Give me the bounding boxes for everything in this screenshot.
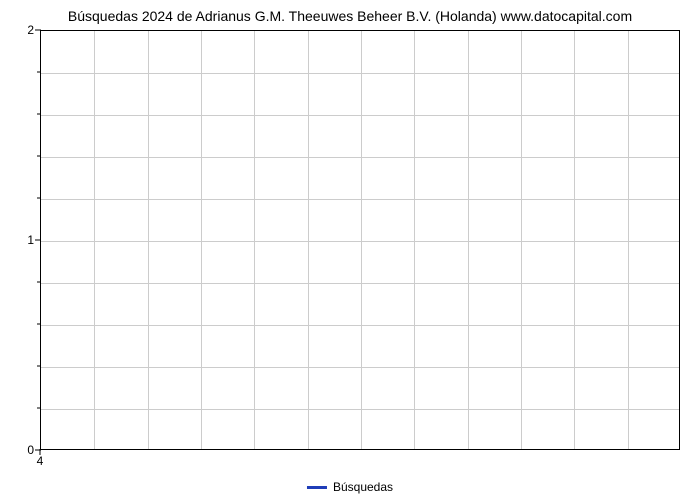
y-minor-tick-mark bbox=[37, 366, 41, 367]
gridline-vertical bbox=[361, 31, 362, 449]
gridline-horizontal bbox=[41, 157, 679, 158]
gridline-horizontal bbox=[41, 73, 679, 74]
y-minor-tick-mark bbox=[37, 408, 41, 409]
legend: Búsquedas bbox=[307, 480, 393, 494]
gridline-horizontal bbox=[41, 325, 679, 326]
gridline-vertical bbox=[94, 31, 95, 449]
plot-area bbox=[40, 30, 680, 450]
legend-swatch bbox=[307, 486, 327, 489]
y-minor-tick-mark bbox=[37, 72, 41, 73]
y-tick-label: 0 bbox=[27, 443, 34, 457]
gridline-vertical bbox=[254, 31, 255, 449]
x-tick-label: 4 bbox=[37, 454, 44, 468]
gridline-horizontal bbox=[41, 367, 679, 368]
chart-container: Búsquedas 2024 de Adrianus G.M. Theeuwes… bbox=[0, 0, 700, 500]
gridline-vertical bbox=[201, 31, 202, 449]
gridline-horizontal bbox=[41, 199, 679, 200]
gridline-horizontal bbox=[41, 283, 679, 284]
y-tick-label: 1 bbox=[27, 233, 34, 247]
gridline-vertical bbox=[574, 31, 575, 449]
gridline-vertical bbox=[414, 31, 415, 449]
y-minor-tick-mark bbox=[37, 282, 41, 283]
y-tick-label: 2 bbox=[27, 23, 34, 37]
gridline-horizontal bbox=[41, 115, 679, 116]
y-minor-tick-mark bbox=[37, 324, 41, 325]
y-minor-tick-mark bbox=[37, 114, 41, 115]
gridline-horizontal bbox=[41, 409, 679, 410]
x-tick-mark bbox=[40, 449, 41, 455]
y-tick-mark bbox=[35, 240, 41, 241]
gridline-vertical bbox=[468, 31, 469, 449]
gridline-vertical bbox=[628, 31, 629, 449]
gridline-vertical bbox=[308, 31, 309, 449]
gridline-vertical bbox=[521, 31, 522, 449]
legend-label: Búsquedas bbox=[333, 480, 393, 494]
y-minor-tick-mark bbox=[37, 156, 41, 157]
chart-title: Búsquedas 2024 de Adrianus G.M. Theeuwes… bbox=[68, 8, 632, 24]
y-minor-tick-mark bbox=[37, 198, 41, 199]
gridline-horizontal bbox=[41, 241, 679, 242]
gridline-vertical bbox=[148, 31, 149, 449]
y-tick-mark bbox=[35, 30, 41, 31]
